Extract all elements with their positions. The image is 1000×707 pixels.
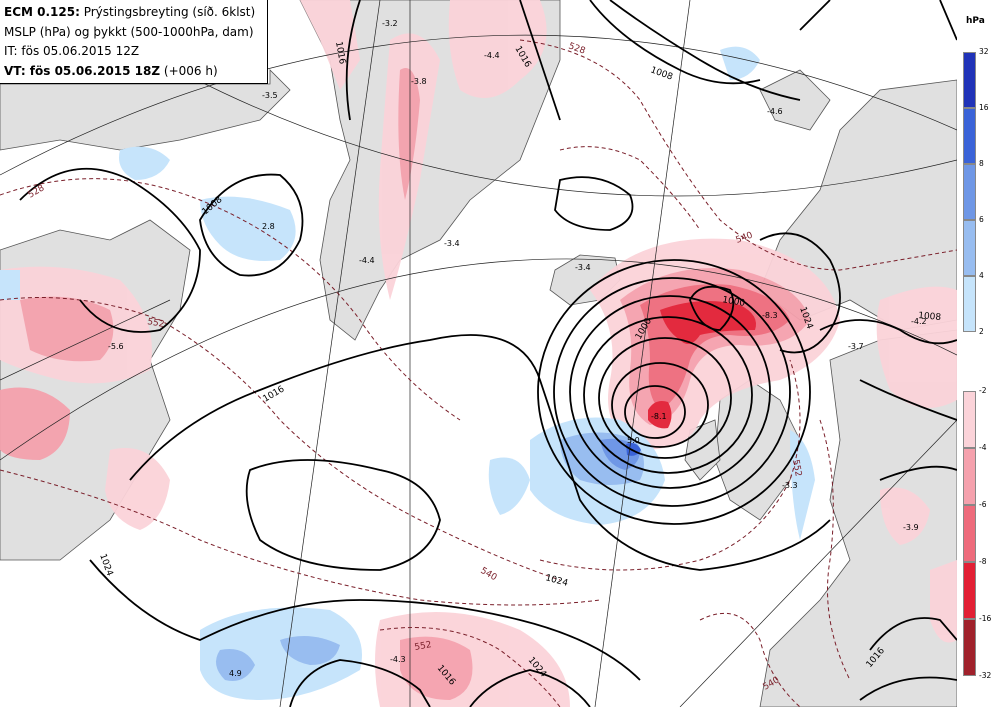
isobars: [19, 0, 957, 707]
map-header: ECM 0.125: Prýstingsbreyting (síð. 6klst…: [0, 0, 268, 84]
legend-tick-label: -4: [979, 443, 987, 452]
legend-swatch-negative: [963, 391, 976, 448]
value-label: -3.5: [262, 91, 278, 100]
pressure-change-values: -3.2 -4.4 -3.8 -3.5 2.8 -4.4 -3.4 -3.4 -…: [108, 19, 927, 678]
thickness-label: 552: [414, 640, 433, 653]
value-label: -3.9: [903, 523, 919, 532]
legend-tick-label: -2: [979, 386, 987, 395]
legend-swatch-negative: [963, 448, 976, 505]
isobar-label: 1000: [721, 295, 746, 309]
legend-tick-label: 2: [979, 327, 984, 336]
legend-swatch-negative: [963, 562, 976, 619]
thickness-contours: [0, 39, 957, 707]
value-label: -3.8: [411, 77, 427, 86]
isobar-label: 1008: [918, 311, 942, 323]
legend-swatch-positive: [963, 276, 976, 332]
color-legend: hPa 32 16 8 6 4 2 -2 -4 -6 -8 -16 -32: [957, 0, 1000, 707]
legend-swatch-negative: [963, 619, 976, 676]
value-label: -4.4: [484, 51, 500, 60]
value-label: -4.4: [359, 256, 375, 265]
legend-swatch-positive: [963, 220, 976, 276]
legend-tick-label: 4: [979, 271, 984, 280]
value-label: 5.0: [627, 436, 640, 445]
thickness-label: 552: [790, 459, 803, 478]
legend-swatch-positive: [963, 52, 976, 108]
graticule: [0, 0, 957, 707]
legend-tick-label: 6: [979, 215, 984, 224]
legend-tick-label: 8: [979, 159, 984, 168]
thickness-label: 552: [146, 317, 165, 330]
legend-tick-label: 16: [979, 103, 989, 112]
model-name: ECM 0.125:: [4, 5, 80, 19]
legend-swatch-positive: [963, 108, 976, 164]
pressure-fall-areas: [0, 0, 957, 707]
legend-tick-label: -32: [979, 671, 992, 680]
legend-swatch-positive: [963, 164, 976, 220]
field-name: Prýstingsbreyting (síð. 6klst): [83, 5, 256, 19]
value-label: 2.8: [262, 222, 275, 231]
value-label: -3.2: [382, 19, 398, 28]
value-label: -4.6: [767, 107, 783, 116]
legend-tick-label: 32: [979, 47, 989, 56]
isobar-label: 1016: [333, 41, 347, 66]
forecast-hour: (+006 h): [163, 63, 218, 78]
value-label: -8.3: [762, 311, 778, 320]
valid-time: VT: fös 05.06.2015 18Z: [4, 63, 161, 78]
value-label: -4.2: [911, 317, 927, 326]
value-label: -3.4: [575, 263, 591, 272]
weather-map: 1016 1016 1008 1008 1024 1024 1024 1016 …: [0, 0, 957, 707]
value-label: -8.1: [651, 412, 667, 421]
value-label: -4.3: [390, 655, 406, 664]
field-description: MSLP (hPa) og þykkt (500-1000hPa, dam): [4, 24, 254, 39]
land-svalbard: [759, 69, 831, 131]
legend-unit: hPa: [966, 16, 985, 26]
value-label: -3.3: [782, 481, 798, 490]
value-label: -5.6: [108, 342, 124, 351]
value-label: -3.4: [444, 239, 460, 248]
land-britain: [714, 379, 801, 521]
legend-tick-label: -6: [979, 500, 987, 509]
legend-tick-label: -16: [979, 614, 992, 623]
value-label: -3.7: [848, 342, 864, 351]
legend-swatch-negative: [963, 505, 976, 562]
value-label: 4.9: [229, 669, 242, 678]
legend-tick-label: -8: [979, 557, 987, 566]
init-time: IT: fös 05.06.2015 12Z: [4, 44, 140, 58]
